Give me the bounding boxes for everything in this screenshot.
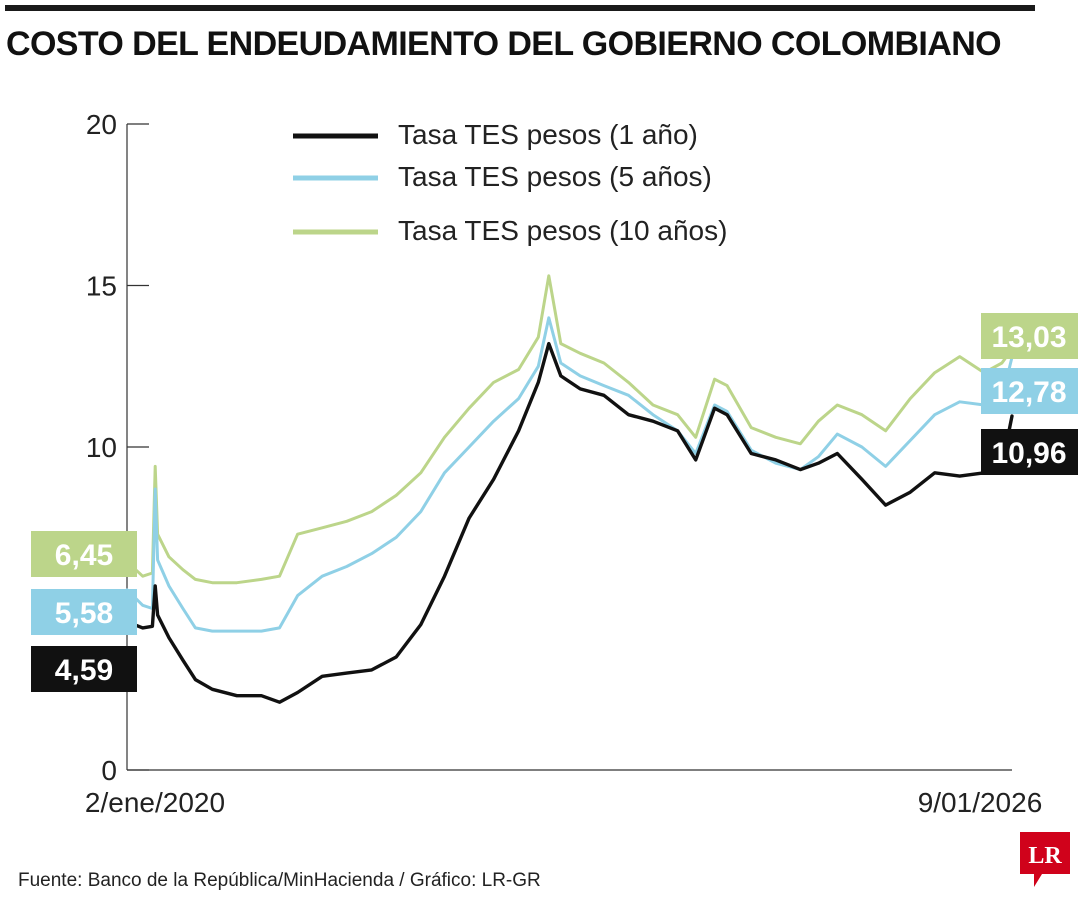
start-value-box [31,589,137,635]
series-lines [125,274,1014,704]
start-value-label: 4,59 [55,654,113,687]
end-value-label: 12,78 [991,376,1066,409]
y-tick-label: 10 [86,432,117,463]
svg-text:LR: LR [1028,843,1062,869]
source-note: Fuente: Banco de la República/MinHaciend… [18,870,541,891]
legend-label: Tasa TES pesos (5 años) [398,161,712,192]
legend-label: Tasa TES pesos (10 años) [398,215,727,246]
y-tick-label: 15 [86,271,117,302]
legend: Tasa TES pesos (1 año) Tasa TES pesos (5 … [293,119,727,246]
start-value-label: 6,45 [55,539,113,572]
series-line [125,274,1014,585]
chart-title: COSTO DEL ENDEUDAMIENTO DEL GOBIERNO COL… [6,25,1002,63]
series-line [125,341,1014,704]
y-tick-label: 20 [86,109,117,140]
x-tick-label: 9/01/2026 [918,787,1043,818]
start-value-box [31,531,137,577]
top-rule [5,5,1035,11]
chart-axes: 0 10 15 20 2/ene/2020 9/01/2026 [85,109,1042,818]
start-value-label: 5,58 [55,597,113,630]
end-value-box [981,313,1078,359]
end-value-box [981,368,1078,414]
start-value-box [31,646,137,692]
line-chart: 0 10 15 20 2/ene/2020 9/01/2026 Tasa TES peso… [31,109,1078,818]
value-labels: 4,59 10,96 5,58 12,78 6,45 13,03 [31,313,1078,692]
end-value-box [981,429,1078,475]
x-tick-label: 2/ene/2020 [85,787,225,818]
end-value-label: 13,03 [991,321,1066,354]
y-tick-label: 0 [101,755,117,786]
series-line [125,316,1014,633]
end-value-label: 10,96 [991,437,1066,470]
legend-label: Tasa TES pesos (1 año) [398,119,698,150]
lr-logo: LR [1020,832,1070,887]
